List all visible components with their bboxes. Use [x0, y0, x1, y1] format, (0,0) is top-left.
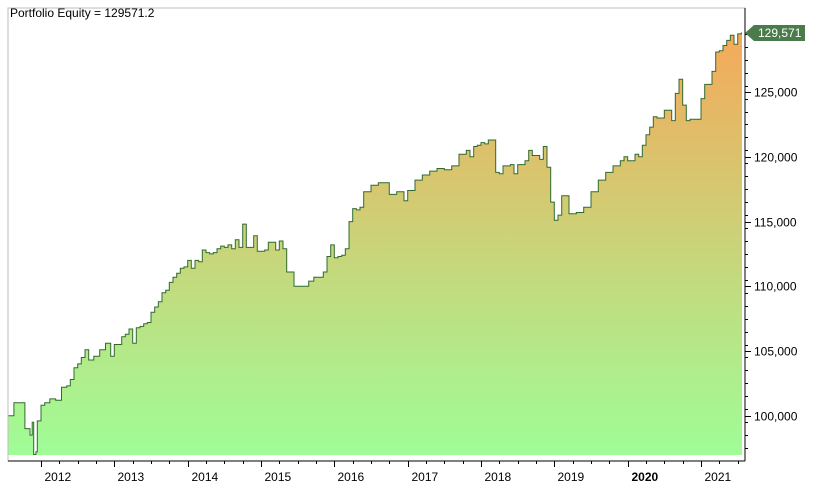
- y-tick-label: 120,000: [754, 151, 798, 165]
- x-tick-label: 2021: [705, 470, 732, 484]
- last-value-tag: 129,571: [745, 24, 805, 41]
- y-axis: 100,000 105,000 110,000 115,000 120,000 125,0…: [745, 34, 798, 449]
- x-tick-label: 2016: [338, 470, 365, 484]
- plot-frame: [7, 7, 746, 462]
- x-axis: 2012 2013 2014 2015 2016 2017 2018 2019 2020 2021: [41, 461, 739, 484]
- equity-line: [8, 32, 742, 455]
- y-tick-label: 110,000: [754, 280, 797, 294]
- chart-title: Portfolio Equity = 129571.2: [10, 6, 155, 20]
- x-tick-label: 2020: [632, 470, 659, 484]
- equity-area-fill: [8, 33, 742, 455]
- x-tick-label: 2018: [485, 470, 512, 484]
- x-tick-label: 2013: [118, 470, 145, 484]
- x-tick-label: 2012: [45, 470, 72, 484]
- x-tick-label: 2015: [265, 470, 292, 484]
- y-tick-label: 100,000: [754, 410, 798, 424]
- last-value-tag-shape: [745, 24, 805, 41]
- y-tick-label: 105,000: [754, 345, 798, 359]
- y-tick-label: 115,000: [754, 216, 797, 230]
- last-value-tag-text: 129,571: [758, 26, 802, 40]
- equity-area-layer: [8, 32, 742, 455]
- x-tick-label: 2014: [192, 470, 219, 484]
- x-tick-label: 2017: [412, 470, 439, 484]
- y-tick-label: 125,000: [754, 86, 798, 100]
- x-tick-label: 2019: [558, 470, 585, 484]
